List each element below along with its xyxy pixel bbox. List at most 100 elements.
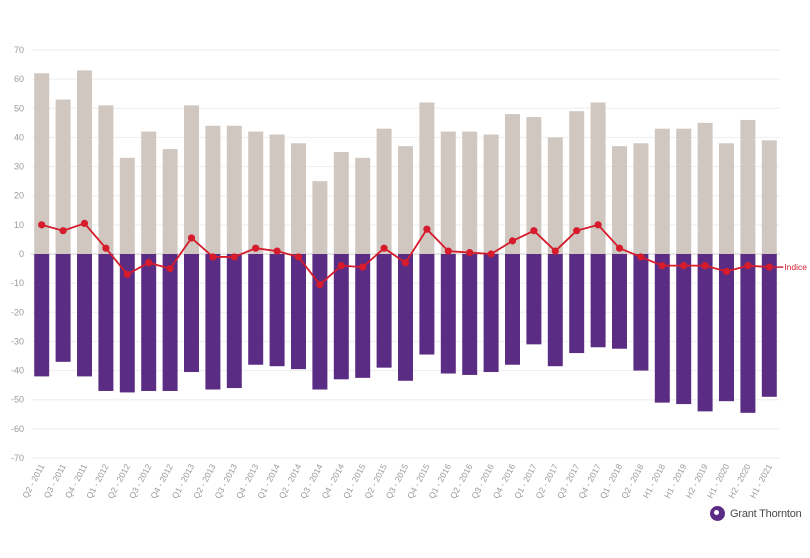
negative-bar: [355, 254, 371, 378]
positive-bar: [697, 122, 713, 254]
positive-bar: [98, 105, 114, 254]
indice-line: [38, 219, 784, 289]
negative-bar: [676, 254, 692, 405]
negative-bar: [333, 254, 349, 380]
positive-bar: [633, 143, 649, 254]
indice-point: [273, 247, 281, 255]
negative-bar: [719, 254, 734, 402]
positive-bar: [483, 134, 499, 254]
negative-bar: [226, 254, 242, 389]
negative-bar: [269, 254, 285, 367]
y-tick-label: -70: [11, 453, 24, 463]
y-tick-label: 50: [14, 103, 24, 113]
indice-point: [508, 237, 517, 245]
indice-point: [401, 259, 410, 267]
indice-point: [294, 253, 303, 261]
positive-bar: [162, 149, 178, 254]
positive-bar: [440, 131, 456, 254]
negative-bar: [697, 254, 713, 412]
indice-point: [637, 253, 645, 261]
negative-bar: [119, 254, 135, 393]
indice-point: [80, 219, 89, 227]
y-tick-label: -30: [11, 336, 24, 346]
indice-point: [444, 247, 452, 255]
y-tick-label: -10: [11, 278, 24, 288]
negative-bar: [34, 254, 50, 377]
indice-point: [487, 250, 495, 258]
negative-bar: [612, 254, 627, 349]
indice-point: [680, 262, 688, 270]
indice-point: [744, 262, 752, 270]
y-tick-label: 0: [19, 249, 24, 259]
negative-bar: [419, 254, 435, 355]
positive-bar: [569, 111, 585, 254]
indice-point: [701, 262, 709, 270]
negative-bar: [162, 254, 178, 391]
y-tick-label: 20: [14, 191, 24, 201]
indice-point: [38, 221, 46, 229]
positive-bar: [376, 128, 392, 254]
indice-point: [722, 267, 731, 276]
logo-text: Grant Thornton: [730, 507, 802, 520]
y-tick-label: 60: [14, 74, 24, 84]
indice-point: [573, 227, 581, 235]
indice-point: [530, 227, 538, 235]
y-tick-label: 10: [14, 220, 24, 230]
y-tick-label: -60: [11, 424, 24, 434]
positive-bar: [761, 140, 777, 254]
indice-point: [658, 262, 666, 270]
positive-bar: [77, 70, 92, 255]
indice-point: [316, 281, 324, 289]
positive-bar: [119, 157, 135, 254]
grant-thornton-logo: Grant Thornton: [710, 506, 802, 521]
bars: [34, 70, 777, 413]
indice-point: [337, 262, 345, 270]
indice-point: [252, 244, 260, 252]
positive-bar: [312, 181, 328, 254]
negative-bar: [740, 254, 756, 413]
negative-bar: [654, 254, 670, 403]
positive-bar: [505, 114, 520, 254]
negative-bar: [761, 254, 777, 397]
negative-bar: [505, 254, 520, 365]
positive-bar: [205, 125, 221, 255]
indice-point: [466, 248, 474, 257]
positive-bar: [248, 131, 264, 254]
positive-bar: [419, 102, 435, 254]
positive-bar: [355, 157, 371, 254]
positive-bar: [590, 102, 606, 254]
indice-point: [423, 225, 431, 233]
y-tick-label: -40: [11, 366, 24, 376]
indice-point: [551, 247, 559, 255]
positive-bar: [55, 99, 71, 255]
negative-bar: [77, 254, 92, 377]
negative-bar: [462, 254, 478, 375]
negative-bar: [633, 254, 649, 371]
negative-bar: [526, 254, 542, 345]
positive-bar: [676, 128, 692, 254]
indice-point: [359, 263, 367, 271]
y-axis-ticks: 70 60 50 40 30 20 10 0 -10 -20 -30 -40 -50 -60 -70: [11, 45, 24, 463]
negative-bar: [291, 254, 306, 370]
indice-point: [615, 244, 624, 252]
indice-point: [230, 253, 238, 261]
negative-bar: [141, 254, 157, 391]
series-label-indice: Indice: [784, 262, 807, 272]
positive-bar: [612, 146, 627, 254]
negative-bar: [98, 254, 114, 391]
y-tick-label: -50: [11, 395, 24, 405]
positive-bar: [740, 119, 756, 254]
y-tick-label: 30: [14, 162, 24, 172]
negative-bar: [569, 254, 585, 354]
positive-bar: [141, 131, 157, 254]
positive-bar: [462, 131, 478, 254]
negative-bar: [483, 254, 499, 373]
negative-bar: [184, 254, 199, 373]
indice-point: [59, 227, 67, 235]
positive-bar: [547, 137, 563, 254]
positive-bar: [226, 125, 242, 255]
y-tick-label: 40: [14, 132, 24, 142]
positive-bar: [184, 105, 199, 254]
y-tick-label: 70: [14, 45, 24, 55]
